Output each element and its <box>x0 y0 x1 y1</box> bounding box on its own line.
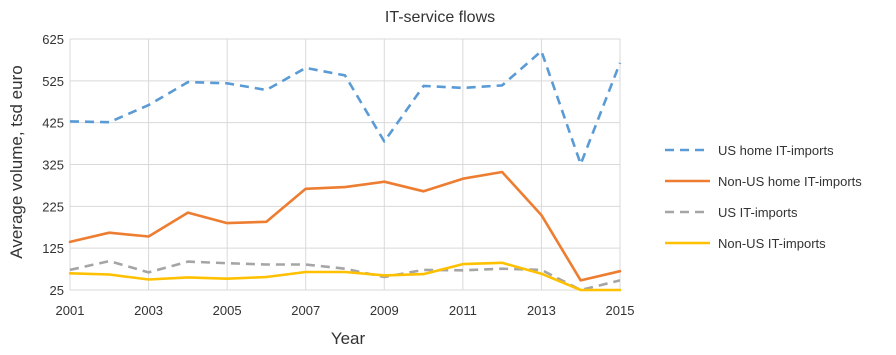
y-axis-title: Average volume, tsd euro <box>7 65 26 258</box>
x-tick-label: 2001 <box>56 303 85 318</box>
x-tick-label: 2009 <box>370 303 399 318</box>
x-tick-label: 2015 <box>606 303 635 318</box>
legend-label: Non-US IT-imports <box>718 236 826 251</box>
y-tick-label: 625 <box>42 32 64 47</box>
x-tick-label: 2005 <box>213 303 242 318</box>
y-tick-label: 225 <box>42 199 64 214</box>
x-tick-label: 2007 <box>291 303 320 318</box>
y-tick-label: 125 <box>42 241 64 256</box>
series-line-4 <box>68 261 622 292</box>
series-line-3 <box>69 259 621 292</box>
plot-area <box>68 49 622 292</box>
x-tick-label: 2013 <box>527 303 556 318</box>
series-line-2 <box>68 170 622 282</box>
axes: 25 125 225 325 425 525 625 2001 2003 2005 2007 2009… <box>42 32 634 318</box>
y-tick-label: 25 <box>50 283 64 298</box>
legend-label: US home IT-imports <box>718 143 834 158</box>
series-line-1 <box>69 49 622 166</box>
y-tick-label: 325 <box>42 158 64 173</box>
x-tick-label: 2011 <box>449 303 477 318</box>
y-tick-label: 525 <box>42 74 64 89</box>
chart-title: IT-service flows <box>385 9 495 26</box>
x-axis-title: Year <box>331 329 366 348</box>
legend-label: Non-US home IT-imports <box>718 174 862 189</box>
grid <box>69 38 621 291</box>
legend-label: US IT-imports <box>718 205 798 220</box>
y-tick-label: 425 <box>42 116 64 131</box>
legend: US home IT-imports Non-US home IT-imports… <box>665 143 862 251</box>
x-tick-label: 2003 <box>134 303 163 318</box>
